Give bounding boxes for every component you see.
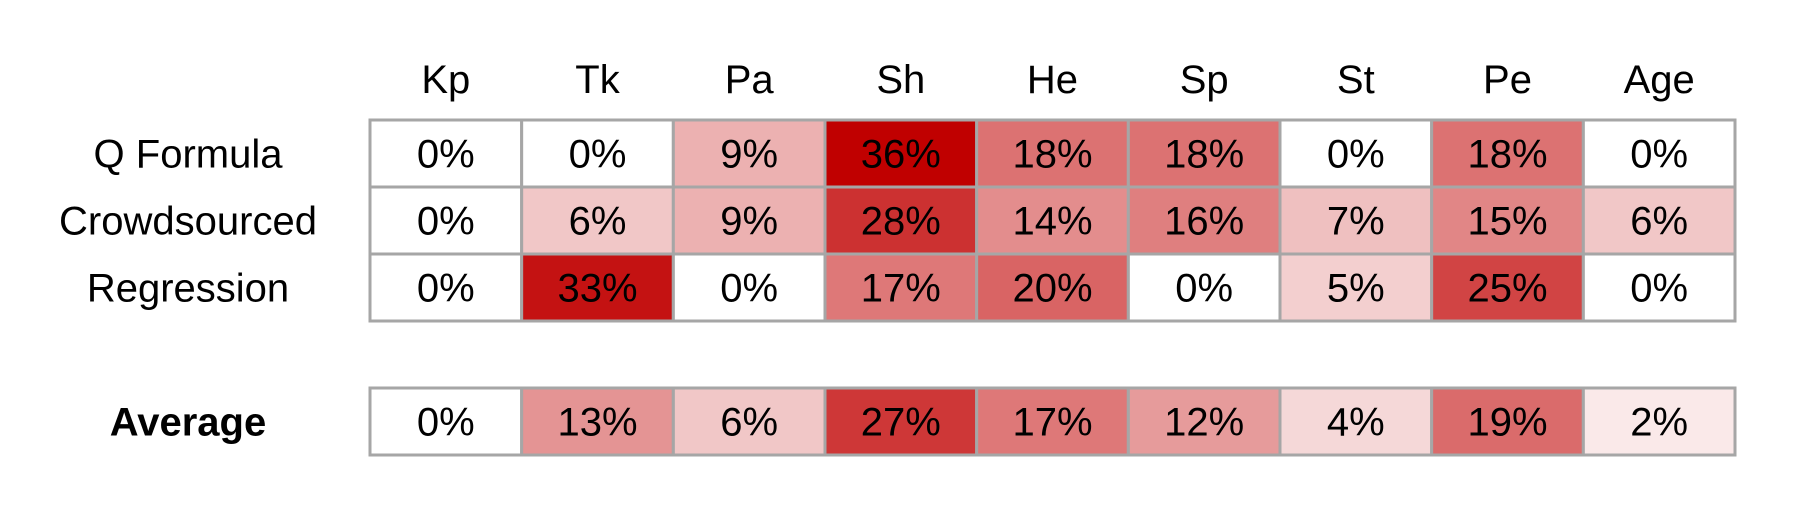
cell-label-average-he: 17% (1012, 401, 1092, 445)
column-headers: Kp Tk Pa Sh He Sp St Pe Age (421, 58, 1694, 102)
cell-label-regression-age: 0% (1630, 267, 1688, 311)
cell-label-average-tk: 13% (557, 401, 637, 445)
cell-label-average-sp: 12% (1164, 401, 1244, 445)
cell-label-q-formula-pa: 9% (720, 133, 778, 177)
heatmap-cells: 0% 0% 9% 36% 18% 18% 0% 18% 0% 0% 6% 9% 28% 14% 16% 7% 1… (368, 118, 1737, 323)
cell-label-q-formula-tk: 0% (569, 133, 627, 177)
cell-label-crowdsourced-kp: 0% (417, 200, 475, 244)
cell-label-regression-pe: 25% (1467, 267, 1547, 311)
cell-q-formula-tk (520, 118, 675, 189)
column-header-he: He (1027, 58, 1078, 102)
column-header-pa: Pa (725, 58, 775, 102)
cell-regression-he (975, 252, 1130, 323)
cell-regression-tk (520, 252, 675, 323)
column-header-kp: Kp (421, 58, 470, 102)
column-header-tk: Tk (575, 58, 620, 102)
cell-label-average-pe: 19% (1467, 401, 1547, 445)
cell-label-crowdsourced-sh: 28% (861, 200, 941, 244)
column-header-sp: Sp (1180, 58, 1229, 102)
column-header-sh: Sh (876, 58, 925, 102)
cell-label-q-formula-pe: 18% (1467, 133, 1547, 177)
cell-label-average-kp: 0% (417, 401, 475, 445)
average-row: Average 0% 13% 6% 27% 17% 12% 4% 19% 2% (110, 386, 1737, 457)
cell-label-crowdsourced-age: 6% (1630, 200, 1688, 244)
cell-label-regression-sh: 17% (861, 267, 941, 311)
cell-average-sh (823, 386, 979, 457)
cell-average-pa (671, 386, 827, 457)
cell-crowdsourced-pe (1430, 185, 1585, 256)
row-label-average: Average (110, 401, 266, 445)
cell-label-average-st: 4% (1327, 401, 1385, 445)
average-row-border (368, 386, 1737, 457)
cell-label-regression-tk: 33% (557, 267, 637, 311)
column-header-pe: Pe (1483, 58, 1532, 102)
cell-crowdsourced-pa (671, 185, 827, 256)
cell-label-q-formula-st: 0% (1327, 133, 1385, 177)
cell-crowdsourced-he (975, 185, 1130, 256)
cell-label-q-formula-sp: 18% (1164, 133, 1244, 177)
cell-average-he (975, 386, 1130, 457)
cell-regression-kp (368, 252, 524, 323)
cell-label-crowdsourced-tk: 6% (569, 200, 627, 244)
cell-regression-age (1581, 252, 1737, 323)
cell-label-regression-pa: 0% (720, 267, 778, 311)
row-label-q-formula: Q Formula (94, 133, 284, 177)
column-header-st: St (1337, 58, 1375, 102)
cell-label-average-age: 2% (1630, 401, 1688, 445)
cell-q-formula-pe (1430, 118, 1585, 189)
cell-q-formula-sp (1126, 118, 1282, 189)
cell-label-q-formula-sh: 36% (861, 133, 941, 177)
row-labels: Q Formula Crowdsourced Regression (59, 133, 317, 311)
row-label-regression: Regression (87, 267, 289, 311)
cell-label-average-pa: 6% (720, 401, 778, 445)
cell-label-regression-kp: 0% (417, 267, 475, 311)
cell-label-crowdsourced-sp: 16% (1164, 200, 1244, 244)
cell-label-crowdsourced-pa: 9% (720, 200, 778, 244)
cell-regression-sh (823, 252, 979, 323)
cell-label-regression-he: 20% (1012, 267, 1092, 311)
cell-label-regression-sp: 0% (1175, 267, 1233, 311)
cell-label-regression-st: 5% (1327, 267, 1385, 311)
grid-border (368, 118, 1737, 323)
cell-label-crowdsourced-pe: 15% (1467, 200, 1547, 244)
cell-label-average-sh: 27% (861, 401, 941, 445)
cell-label-q-formula-kp: 0% (417, 133, 475, 177)
cell-crowdsourced-st (1278, 185, 1434, 256)
cell-regression-pa (671, 252, 827, 323)
column-header-age: Age (1624, 58, 1695, 102)
cell-label-q-formula-age: 0% (1630, 133, 1688, 177)
row-label-crowdsourced: Crowdsourced (59, 200, 317, 244)
cell-label-crowdsourced-he: 14% (1012, 200, 1092, 244)
cell-label-q-formula-he: 18% (1012, 133, 1092, 177)
cell-label-crowdsourced-st: 7% (1327, 200, 1385, 244)
